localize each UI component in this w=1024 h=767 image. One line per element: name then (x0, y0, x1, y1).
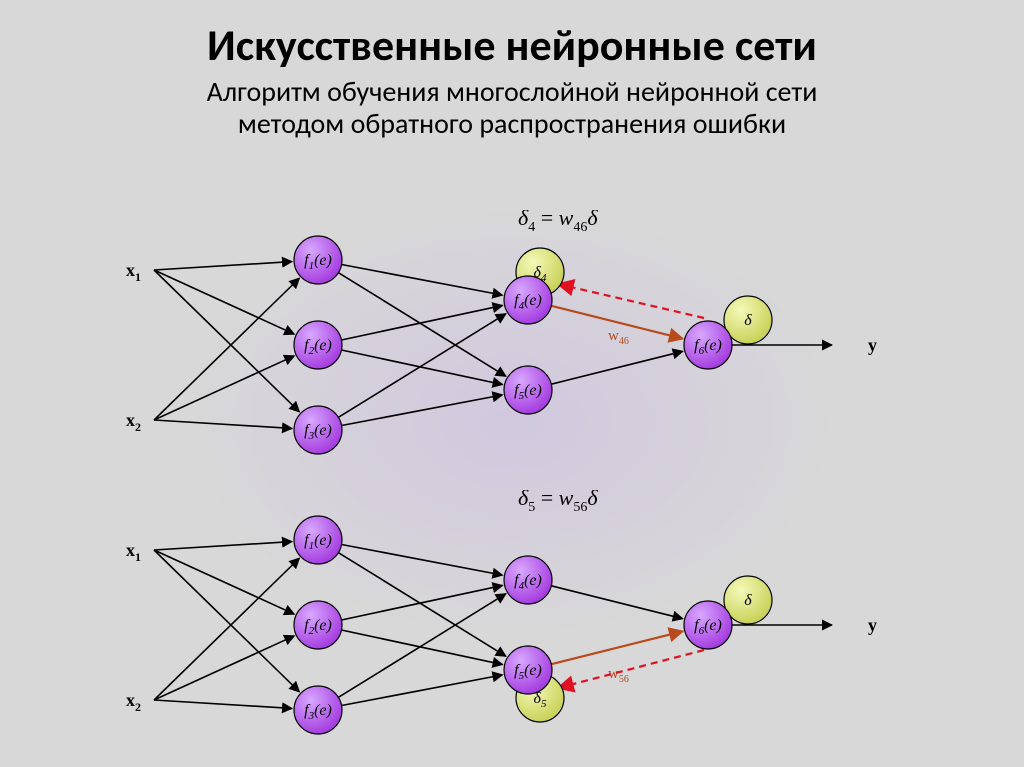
weighted-edge (551, 631, 682, 664)
formula: δ5 = w56δ (518, 490, 598, 515)
node-label: f4(e) (514, 572, 542, 592)
edge (154, 270, 294, 334)
node-label: f1(e) (304, 532, 332, 552)
backprop-edge (558, 650, 704, 688)
node-label: f2(e) (304, 337, 332, 357)
edge (154, 700, 292, 708)
edge (338, 553, 505, 657)
node-label: f6(e) (694, 337, 722, 357)
edge (551, 586, 682, 619)
node-label: f3(e) (304, 702, 332, 722)
node-label: f2(e) (304, 617, 332, 637)
edge (342, 544, 503, 575)
edge (154, 356, 294, 420)
weight-label: w46 (608, 328, 629, 347)
node-label: f6(e) (694, 617, 722, 637)
edge (342, 395, 503, 426)
edge (341, 350, 502, 385)
slide: Искусственные нейронные сети Алгоритм об… (0, 0, 1024, 767)
edge (341, 585, 502, 620)
edge (154, 270, 299, 412)
diagram-b: x1x2w56yδδ5f1(e)f2(e)f3(e)f4(e)f5(e)f6(e… (108, 490, 916, 767)
edge (341, 305, 502, 340)
edge (338, 594, 505, 698)
input-label: x2 (126, 410, 141, 434)
node-label: f3(e) (304, 422, 332, 442)
edge (154, 262, 292, 270)
diagram-a: x1x2w46yδδ4f1(e)f2(e)f3(e)f4(e)f5(e)f6(e… (108, 210, 916, 490)
node-label: δ (744, 312, 752, 329)
edge (338, 273, 505, 377)
input-label: x1 (126, 260, 141, 284)
output-label: y (868, 335, 877, 355)
edge (341, 630, 502, 665)
edge (342, 675, 503, 706)
weight-label: w56 (608, 666, 629, 685)
formula: δ4 = w46δ (518, 210, 598, 235)
subtitle-line2: методом обратного распространения ошибки (238, 106, 786, 141)
input-label: x1 (126, 540, 141, 564)
edge (154, 550, 294, 614)
page-title: Искусственные нейронные сети (0, 18, 1024, 72)
edge (338, 314, 505, 418)
edge (551, 351, 682, 384)
node-label: f5(e) (514, 382, 542, 402)
node-label: f4(e) (514, 292, 542, 312)
page-subtitle: Алгоритм обучения многослойной нейронной… (0, 76, 1024, 140)
edge (154, 636, 294, 700)
edge (154, 278, 299, 420)
node-label: δ (744, 592, 752, 609)
subtitle-line1: Алгоритм обучения многослойной нейронной… (207, 74, 818, 109)
node-label: f1(e) (304, 252, 332, 272)
output-label: y (868, 615, 877, 635)
edge (154, 558, 299, 700)
edge (154, 550, 299, 692)
input-label: x2 (126, 690, 141, 714)
edge (154, 420, 292, 428)
edge (342, 264, 503, 295)
node-label: f5(e) (514, 662, 542, 682)
edge (154, 542, 292, 550)
